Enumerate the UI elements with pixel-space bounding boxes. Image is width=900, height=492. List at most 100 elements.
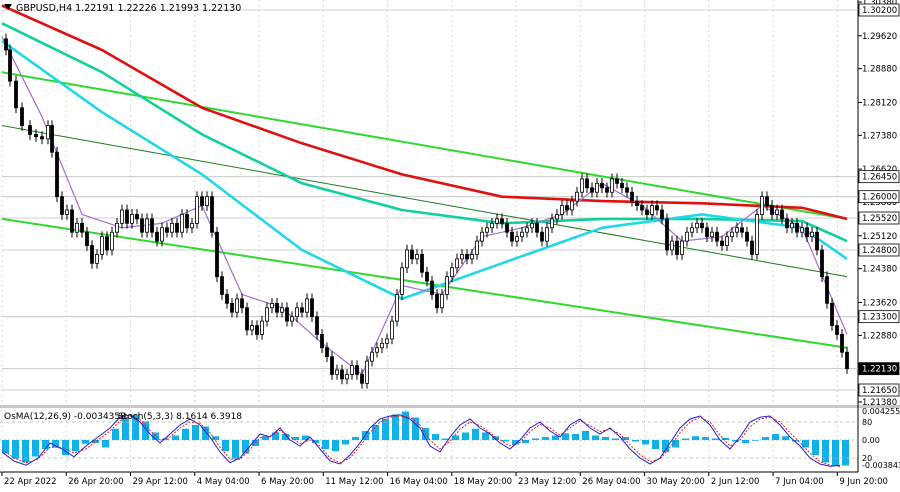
- candle-body: [160, 227, 164, 242]
- trend-line: [1, 125, 848, 278]
- candle-body: [610, 178, 614, 193]
- candle-body: [90, 245, 94, 264]
- candle-body: [820, 249, 824, 278]
- candle-body: [525, 227, 529, 233]
- time-tick-label: 4 May 04:00: [197, 477, 250, 487]
- candle-body: [375, 347, 379, 353]
- indicator-tick-label: 0.0042559: [862, 407, 900, 416]
- osma-bar: [382, 419, 389, 440]
- candle-body: [795, 222, 799, 233]
- osma-bar: [712, 438, 719, 440]
- candle-body: [740, 227, 744, 233]
- osma-bar: [722, 437, 729, 440]
- candle-body: [590, 187, 594, 193]
- price-tick-label: 1.25120: [862, 232, 897, 242]
- osma-bar: [802, 440, 809, 448]
- osma-bar: [402, 411, 409, 440]
- candle-body: [285, 307, 289, 322]
- candle-body: [230, 302, 234, 313]
- osma-bar: [742, 440, 749, 443]
- level-label: 1.22130: [862, 365, 897, 375]
- candle-body: [630, 191, 634, 202]
- osma-bar: [822, 440, 829, 463]
- candle-body: [210, 196, 214, 233]
- osma-bar: [462, 432, 469, 440]
- candle-body: [370, 351, 374, 362]
- candle-body: [40, 136, 44, 140]
- candle-body: [730, 231, 734, 238]
- osma-bar: [262, 436, 269, 440]
- osma-bar: [642, 440, 649, 445]
- candle-body: [435, 294, 439, 309]
- candle-body: [28, 125, 32, 135]
- osma-bar: [42, 440, 49, 449]
- candle-body: [545, 227, 549, 242]
- price-tick-label: 1.23620: [862, 298, 897, 308]
- candle-body: [140, 218, 144, 233]
- candle-body: [305, 298, 309, 313]
- candle-body: [85, 231, 89, 246]
- candle-body: [490, 222, 494, 229]
- main-pane: [0, 0, 858, 405]
- osma-bar: [752, 440, 759, 441]
- osma-bar: [452, 435, 459, 440]
- candle-body: [175, 222, 179, 233]
- candle-body: [720, 240, 724, 246]
- osma-bar: [282, 434, 289, 440]
- candle-body: [535, 222, 539, 233]
- time-tick-label: 18 May 20:00: [454, 477, 512, 487]
- candle-body: [620, 182, 624, 189]
- osma-bar: [532, 438, 539, 440]
- chart-title: GBPUSD,H4 1.22191 1.22226 1.21993 1.2213…: [16, 3, 241, 14]
- osma-bar: [682, 438, 689, 440]
- candle-body: [585, 178, 589, 189]
- candle-body: [685, 231, 689, 242]
- level-label: 1.26450: [862, 173, 897, 183]
- candle-body: [690, 227, 694, 233]
- candle-body: [560, 205, 564, 215]
- candle-body: [715, 231, 719, 242]
- osma-bar: [632, 440, 639, 442]
- candle-body: [100, 236, 104, 255]
- candle-body: [150, 218, 154, 233]
- time-tick-label: 7 Jun 04:00: [775, 477, 824, 487]
- osma-bar: [192, 425, 199, 440]
- candle-body: [250, 325, 254, 331]
- level-label-box: [858, 190, 900, 204]
- indicator-tick-label: 20: [862, 454, 872, 463]
- candle-body: [46, 125, 50, 140]
- time-tick-label: 23 May 12:00: [518, 477, 576, 487]
- candle-body: [315, 316, 319, 335]
- candle-body: [395, 294, 399, 322]
- moving-average-line: [1, 4, 848, 221]
- osma-bar: [172, 435, 179, 440]
- osma-bar: [222, 440, 229, 452]
- candle-body: [180, 214, 184, 233]
- candle-body: [235, 298, 239, 313]
- candle-body: [780, 209, 784, 220]
- price-tick-label: 1.28120: [862, 98, 897, 108]
- time-tick-label: 11 May 12:00: [325, 477, 383, 487]
- candle-body: [565, 205, 569, 211]
- candle-body: [785, 218, 789, 229]
- candle-body: [260, 320, 264, 335]
- osma-bar: [592, 435, 599, 440]
- osma-bar: [122, 417, 129, 440]
- osma-bar: [562, 433, 569, 440]
- osma-bar: [52, 440, 59, 448]
- candle-body: [265, 307, 269, 322]
- candle-body: [430, 280, 434, 295]
- level-label-box: [858, 211, 900, 225]
- candle-body: [520, 231, 524, 238]
- osma-bar: [702, 437, 709, 440]
- symbol-arrow-icon: [4, 4, 12, 10]
- osma-bar: [102, 440, 109, 448]
- level-label-box: [858, 170, 900, 184]
- candle-body: [765, 196, 769, 206]
- osma-bar: [792, 440, 799, 442]
- level-label: 1.21650: [862, 386, 897, 396]
- osma-bar: [62, 440, 69, 455]
- candle-body: [625, 187, 629, 193]
- candle-body: [530, 222, 534, 229]
